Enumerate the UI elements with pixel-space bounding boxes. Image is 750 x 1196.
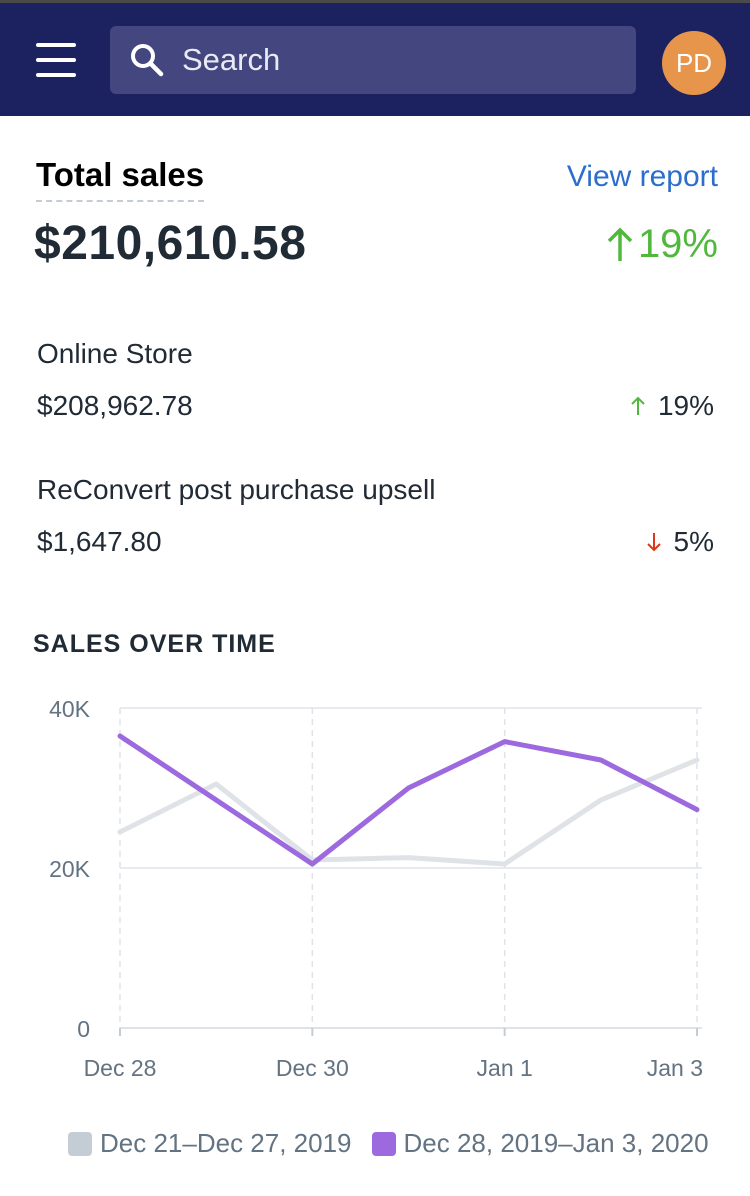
- arrow-down-icon: [646, 533, 661, 552]
- series-line-previous: [117, 757, 700, 867]
- legend-swatch-previous: [68, 1131, 92, 1156]
- breakdown-change-value: 5%: [673, 526, 714, 557]
- total-change: 19%: [606, 222, 718, 267]
- x-tick-label: Jan 1: [477, 1055, 533, 1081]
- menu-icon[interactable]: [36, 43, 76, 77]
- legend-label-current: Dec 28, 2019–Jan 3, 2020: [403, 1128, 709, 1158]
- breakdown-change-reconvert: 5%: [646, 526, 714, 558]
- sales-over-time-chart: 0 20K 40K Dec 28 Dec 30 Jan 1 Jan 3: [49, 696, 703, 1081]
- y-tick-label: 0: [77, 1016, 90, 1042]
- total-sales-title[interactable]: Total sales: [36, 156, 205, 202]
- y-tick-label: 20K: [49, 856, 91, 882]
- breakdown-value-reconvert: $1,647.80: [37, 526, 162, 557]
- breakdown-change-online-store: 19%: [630, 390, 714, 422]
- top-bar: PD: [0, 0, 750, 116]
- legend-swatch-current: [371, 1131, 396, 1156]
- chart-title: SALES OVER TIME: [33, 630, 276, 658]
- x-tick-label: Jan 3: [647, 1055, 703, 1081]
- x-tick-label: Dec 28: [84, 1055, 157, 1081]
- breakdown-label-online-store: Online Store: [37, 338, 193, 369]
- search-icon: [131, 44, 164, 77]
- breakdown-change-value: 19%: [657, 390, 714, 421]
- search-input[interactable]: [182, 26, 622, 94]
- breakdown-label-reconvert: ReConvert post purchase upsell: [37, 474, 436, 505]
- legend-label-previous: Dec 21–Dec 27, 2019: [100, 1128, 352, 1158]
- legend-item-current[interactable]: Dec 28, 2019–Jan 3, 2020: [371, 1128, 709, 1159]
- breakdown-value-online-store: $208,962.78: [37, 390, 193, 421]
- chart-legend: Dec 21–Dec 27, 2019 Dec 28, 2019–Jan 3, …: [68, 1128, 729, 1159]
- total-change-value: 19%: [637, 222, 718, 266]
- arrow-up-icon: [607, 227, 633, 261]
- arrow-up-icon: [631, 396, 645, 415]
- y-tick-label: 40K: [49, 696, 91, 722]
- search-box[interactable]: [110, 26, 636, 94]
- series-line-current: [117, 733, 700, 867]
- total-sales-value: $210,610.58: [34, 217, 307, 270]
- avatar[interactable]: PD: [662, 31, 726, 95]
- x-tick-label: Dec 30: [276, 1055, 349, 1081]
- legend-item-previous[interactable]: Dec 21–Dec 27, 2019: [68, 1128, 352, 1159]
- view-report-link[interactable]: View report: [566, 160, 718, 193]
